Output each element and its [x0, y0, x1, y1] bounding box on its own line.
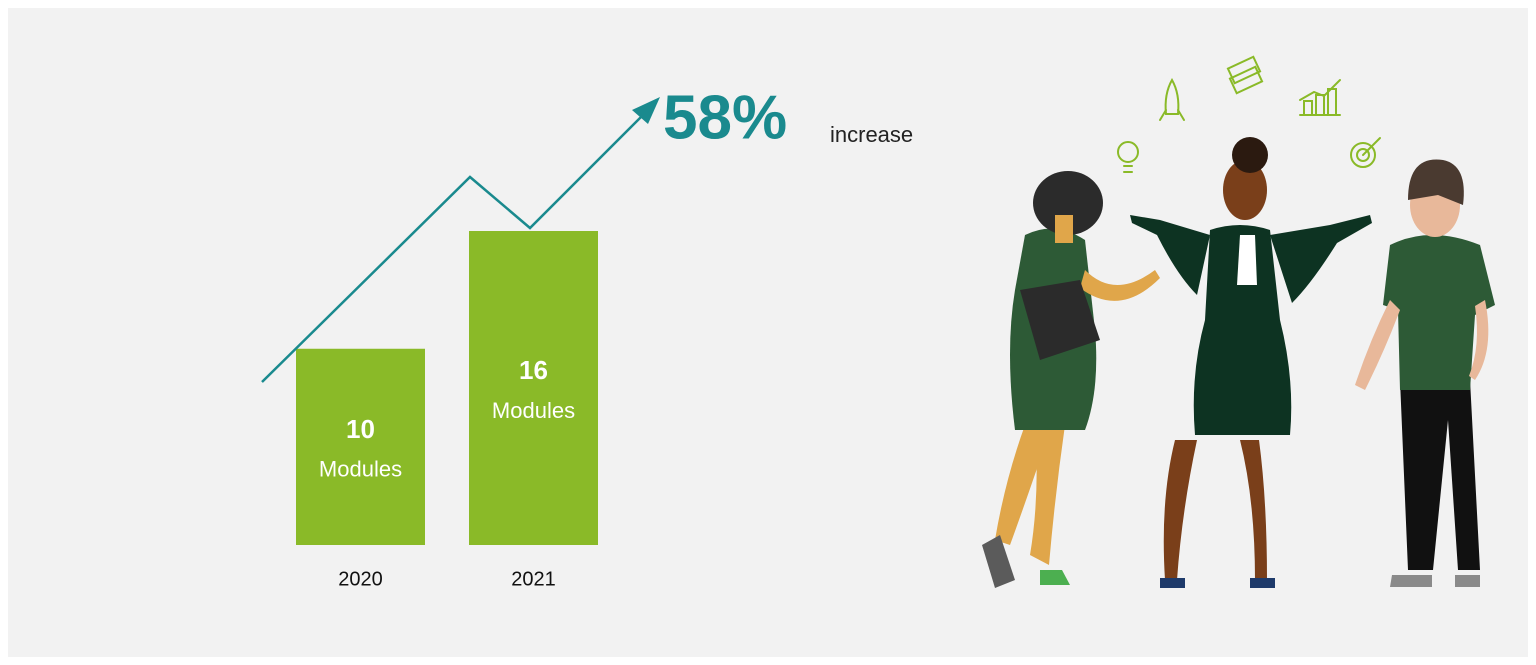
x-tick-label: 2021: [511, 568, 556, 590]
value-label: 16: [519, 355, 548, 385]
unit-label: Modules: [319, 457, 402, 482]
value-label: 10: [346, 414, 375, 444]
page: 10 Modules 2020 16 Modules 2021 58% increase: [0, 0, 1536, 665]
increase-value: 58%: [663, 83, 787, 152]
x-tick-label: 2020: [338, 568, 383, 590]
increase-text: increase: [830, 122, 913, 147]
unit-label: Modules: [492, 398, 575, 423]
infographic: 10 Modules 2020 16 Modules 2021 58% increase: [0, 0, 1536, 665]
bar: [469, 231, 598, 545]
bar: [296, 349, 425, 545]
